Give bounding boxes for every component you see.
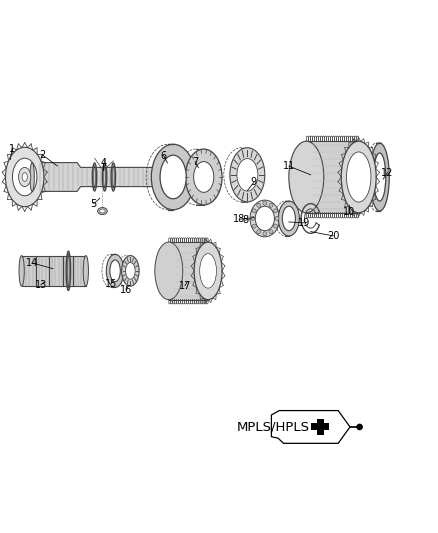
Ellipse shape	[370, 143, 389, 211]
Ellipse shape	[251, 216, 254, 221]
Text: 1: 1	[9, 143, 15, 154]
Ellipse shape	[269, 230, 273, 233]
Ellipse shape	[98, 207, 107, 215]
Ellipse shape	[106, 254, 124, 287]
Ellipse shape	[110, 260, 120, 282]
Text: 4: 4	[100, 158, 106, 167]
Text: 6: 6	[160, 151, 166, 160]
Text: 15: 15	[105, 279, 117, 289]
Bar	[111, 254, 115, 287]
Ellipse shape	[185, 149, 222, 205]
Ellipse shape	[341, 141, 376, 213]
Bar	[306, 141, 359, 213]
Ellipse shape	[6, 147, 44, 207]
Ellipse shape	[194, 242, 222, 300]
Ellipse shape	[126, 262, 135, 279]
Text: 17: 17	[179, 281, 191, 290]
Ellipse shape	[194, 161, 214, 192]
Text: 19: 19	[298, 218, 311, 228]
Ellipse shape	[263, 201, 267, 205]
Ellipse shape	[374, 153, 386, 201]
Circle shape	[357, 424, 362, 430]
Bar	[286, 201, 289, 236]
Ellipse shape	[252, 209, 256, 213]
Ellipse shape	[279, 201, 299, 236]
Ellipse shape	[283, 206, 295, 231]
Polygon shape	[32, 163, 169, 191]
Ellipse shape	[19, 256, 24, 286]
Ellipse shape	[151, 144, 195, 210]
Text: 13: 13	[35, 280, 47, 290]
Ellipse shape	[160, 155, 186, 199]
Ellipse shape	[273, 209, 277, 213]
Text: 14: 14	[26, 258, 39, 268]
Ellipse shape	[255, 206, 275, 231]
Text: MPLS/HPLS: MPLS/HPLS	[237, 421, 310, 433]
Ellipse shape	[22, 173, 27, 181]
Ellipse shape	[30, 163, 34, 191]
Ellipse shape	[83, 256, 88, 286]
Ellipse shape	[275, 216, 279, 221]
Text: 9: 9	[251, 177, 257, 187]
Bar	[376, 143, 380, 211]
Ellipse shape	[252, 224, 256, 228]
Ellipse shape	[122, 256, 139, 286]
Ellipse shape	[269, 203, 273, 207]
Text: 20: 20	[327, 231, 339, 241]
Text: 5: 5	[91, 199, 97, 208]
Text: 18: 18	[233, 214, 246, 224]
Text: 12: 12	[381, 168, 394, 177]
Ellipse shape	[18, 167, 31, 187]
Ellipse shape	[12, 158, 37, 196]
Text: 2: 2	[39, 150, 45, 160]
Text: 8: 8	[243, 215, 249, 225]
Bar	[168, 144, 173, 210]
Ellipse shape	[167, 167, 170, 187]
Ellipse shape	[257, 230, 261, 233]
Ellipse shape	[346, 152, 371, 202]
Ellipse shape	[257, 203, 261, 207]
Text: 7: 7	[192, 157, 198, 167]
Bar	[317, 418, 324, 435]
Ellipse shape	[237, 159, 258, 191]
Ellipse shape	[200, 254, 216, 288]
Ellipse shape	[273, 224, 277, 228]
Ellipse shape	[263, 232, 267, 236]
Bar	[21, 256, 86, 286]
Ellipse shape	[289, 141, 324, 213]
Ellipse shape	[155, 242, 183, 300]
Bar	[169, 242, 208, 300]
Ellipse shape	[99, 209, 105, 213]
Text: 11: 11	[283, 161, 295, 171]
Ellipse shape	[250, 200, 280, 237]
Bar	[311, 423, 329, 431]
Text: 10: 10	[343, 207, 355, 217]
Text: 16: 16	[120, 285, 132, 295]
Ellipse shape	[230, 148, 265, 202]
